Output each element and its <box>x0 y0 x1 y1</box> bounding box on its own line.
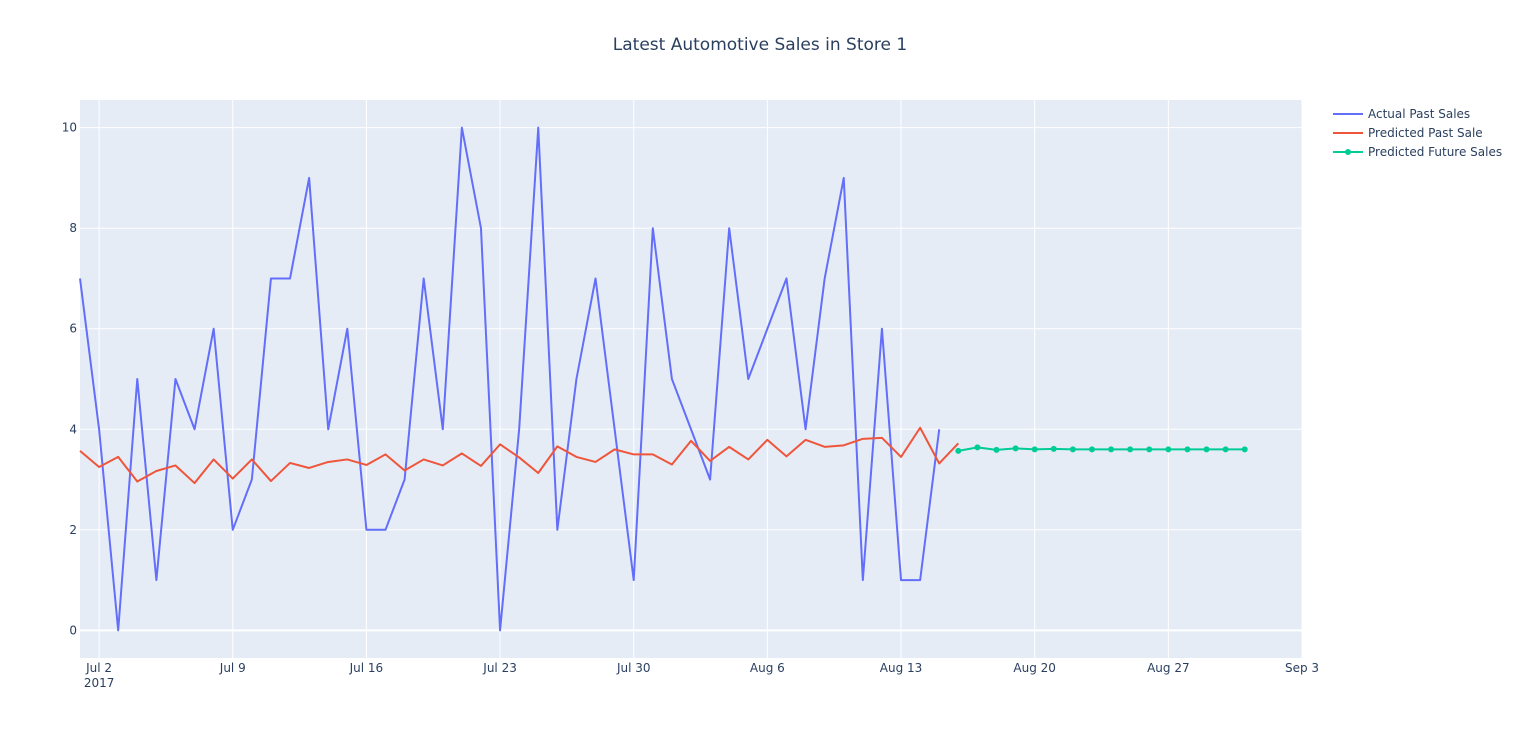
data-point <box>1069 446 1076 453</box>
x-tick-label: Aug 6 <box>750 661 785 675</box>
x-tick-label: Jul 9 <box>219 661 246 675</box>
x-gridlines <box>98 100 1303 658</box>
x-tick-year-label: 2017 <box>84 676 115 690</box>
legend-marker <box>1345 149 1351 155</box>
legend-label: Actual Past Sales <box>1368 107 1470 121</box>
x-tick-label: Aug 27 <box>1147 661 1190 675</box>
data-point <box>1184 446 1191 453</box>
data-point <box>1127 446 1134 453</box>
chart-title: Latest Automotive Sales in Store 1 <box>613 35 907 55</box>
y-tick-label: 8 <box>69 221 77 235</box>
legend[interactable]: Actual Past Sales Predicted Past Sale Pred… <box>1333 107 1502 159</box>
legend-item[interactable]: Predicted Past Sale <box>1333 126 1483 140</box>
y-tick-label: 4 <box>69 422 77 436</box>
data-point <box>974 444 981 451</box>
x-tick-label: Jul 2 <box>85 661 112 675</box>
series-markers <box>955 444 1248 454</box>
legend-item[interactable]: Predicted Future Sales <box>1333 145 1502 159</box>
x-tick-label: Jul 16 <box>349 661 384 675</box>
data-point <box>1031 446 1038 453</box>
data-point <box>1165 446 1172 453</box>
data-point <box>1050 445 1057 452</box>
x-tick-label: Aug 20 <box>1013 661 1056 675</box>
data-point <box>1146 446 1153 453</box>
x-tick-label: Aug 13 <box>880 661 923 675</box>
y-axis-ticks: 0 2 4 6 8 10 <box>62 121 77 638</box>
plot-background <box>80 100 1302 658</box>
x-tick-label: Jul 23 <box>482 661 517 675</box>
legend-item[interactable]: Actual Past Sales <box>1333 107 1470 121</box>
data-point <box>1222 446 1229 453</box>
x-tick-label: Jul 30 <box>616 661 651 675</box>
y-tick-label: 2 <box>69 523 77 537</box>
legend-label: Predicted Past Sale <box>1368 126 1483 140</box>
series-line-3 <box>958 446 1245 452</box>
data-point <box>993 446 1000 453</box>
series-line-2 <box>79 426 960 485</box>
data-point <box>1108 446 1115 453</box>
data-point <box>1012 445 1019 452</box>
data-point <box>955 447 962 454</box>
y-tick-label: 0 <box>69 623 77 637</box>
x-tick-label: Sep 3 <box>1285 661 1319 675</box>
y-tick-label: 6 <box>69 322 77 336</box>
data-point <box>1203 446 1210 453</box>
data-point <box>1241 446 1248 453</box>
data-point <box>1088 446 1095 453</box>
y-tick-label: 10 <box>62 121 77 135</box>
series-lines <box>79 126 1245 632</box>
series-line-1 <box>79 126 941 632</box>
legend-label: Predicted Future Sales <box>1368 145 1502 159</box>
